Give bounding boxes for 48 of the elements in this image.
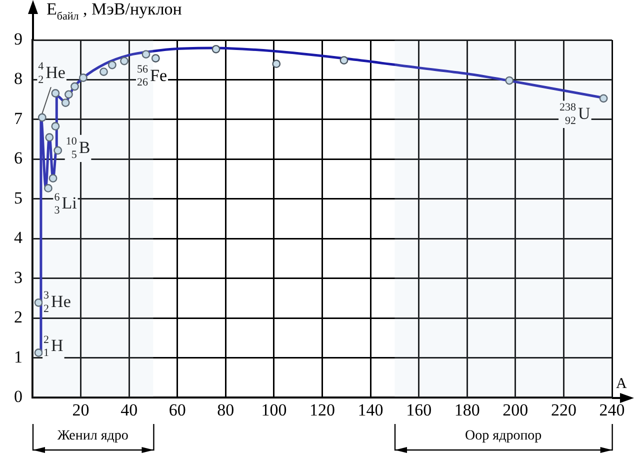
x-tick-label: 80 <box>217 400 234 420</box>
y-tick-label: 3 <box>14 268 22 287</box>
point <box>79 74 88 82</box>
x-tick-label: 160 <box>406 400 432 420</box>
y-tick-label: 9 <box>14 29 22 48</box>
y-tick-label: 5 <box>14 188 22 208</box>
point <box>61 98 70 107</box>
point <box>45 133 54 142</box>
point <box>51 122 60 130</box>
point <box>48 174 58 182</box>
point <box>340 56 348 64</box>
x-tick-label: 120 <box>310 400 335 420</box>
x-tick-label: 20 <box>72 400 90 420</box>
point <box>599 94 608 103</box>
y-tick-label: 7 <box>14 108 23 128</box>
point <box>38 113 46 122</box>
x-tick-label: 200 <box>502 400 528 420</box>
y-tick-label: 8 <box>14 69 22 88</box>
point <box>54 146 62 155</box>
point <box>44 184 52 192</box>
y-tick-label: 0 <box>14 387 22 406</box>
point <box>120 56 128 66</box>
point <box>34 298 43 307</box>
point <box>272 60 281 68</box>
x-tick-label: 240 <box>599 400 625 420</box>
band-label: Женил ядро <box>57 428 128 444</box>
y-tick-label: 2 <box>14 308 22 327</box>
y-tick-label: 6 <box>14 148 22 168</box>
x-tick-label: 220 <box>550 400 576 420</box>
point <box>151 54 160 62</box>
x-tick-label: 140 <box>358 400 384 420</box>
point <box>212 44 220 54</box>
point <box>108 60 116 70</box>
band-label: Оор ядропор <box>465 428 542 444</box>
point <box>64 90 73 99</box>
x-tick-label: 100 <box>261 400 287 420</box>
point <box>51 89 60 98</box>
x-axis-title: A <box>616 376 627 392</box>
point <box>34 348 43 357</box>
x-tick-label: 40 <box>120 400 138 420</box>
point <box>505 76 514 85</box>
x-tick-label: 60 <box>168 400 186 420</box>
point <box>142 50 150 59</box>
point <box>100 68 108 76</box>
y-tick-label: 4 <box>14 228 23 248</box>
point <box>70 82 79 91</box>
x-tick-label: 180 <box>454 400 480 420</box>
y-tick-label: 1 <box>14 347 22 366</box>
